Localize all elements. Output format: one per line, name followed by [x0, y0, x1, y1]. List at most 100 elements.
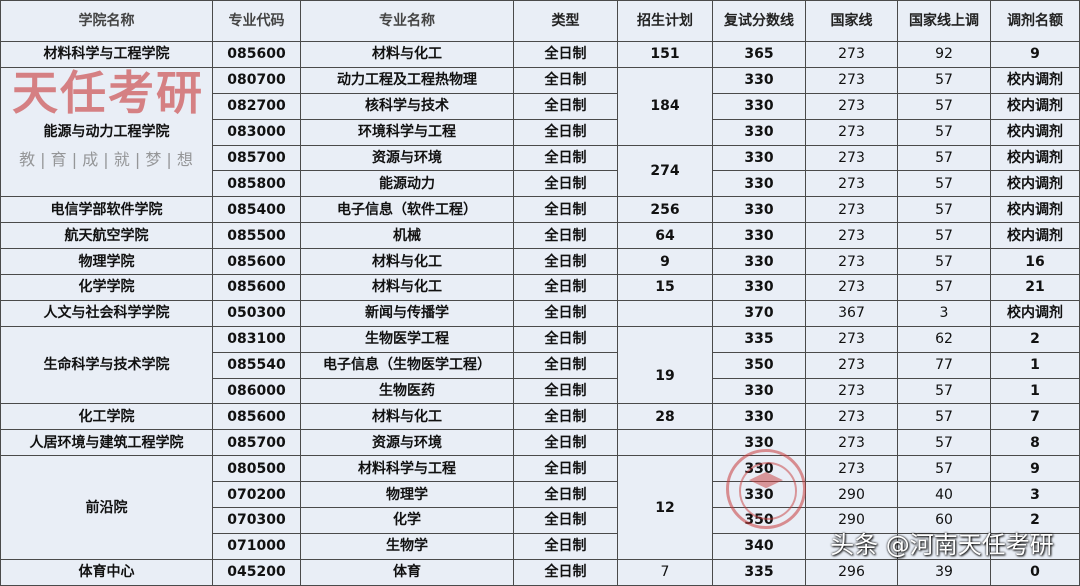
cell-score: 350 [712, 351, 806, 379]
cell-major: 材料与化工 [300, 403, 514, 431]
cell-raise: 57 [897, 170, 991, 198]
cell-code: 085800 [212, 170, 301, 198]
cell-national: 273 [805, 325, 898, 353]
table-row: 083000 环境科学与工程 全日制 330 273 57 校内调剂 [1, 118, 1080, 146]
cell-score: 370 [712, 299, 806, 327]
header-type: 类型 [513, 0, 618, 42]
cell-score: 330 [712, 118, 806, 146]
cell-plan: 9 [617, 248, 713, 276]
table-row: 082700 核科学与技术 全日制 330 273 57 校内调剂 [1, 92, 1080, 120]
cell-type: 全日制 [513, 66, 618, 94]
cell-code: 085600 [212, 403, 301, 431]
cell-code: 085700 [212, 429, 301, 457]
table-row: 人居环境与建筑工程学院 085700 资源与环境 全日制 330 273 57 8 [0, 429, 1080, 457]
cell-college: 材料科学与工程学院 [0, 41, 213, 68]
cell-raise: 40 [897, 481, 991, 509]
cell-transfer: 校内调剂 [990, 144, 1080, 172]
cell-raise: 57 [897, 403, 991, 431]
table-row: 化工学院 085600 材料与化工 全日制 28 330 273 57 7 [0, 403, 1080, 431]
cell-college: 人居环境与建筑工程学院 [0, 429, 213, 457]
cell-college: 前沿院 [0, 455, 213, 560]
cell-type: 全日制 [513, 481, 618, 509]
cell-raise: 57 [897, 118, 991, 146]
cell-code: 085540 [212, 351, 301, 379]
cell-major: 动力工程及工程热物理 [300, 66, 514, 94]
cell-national: 273 [805, 196, 898, 224]
cell-national: 290 [805, 481, 898, 509]
cell-type: 全日制 [513, 196, 618, 224]
header-transfer: 调剂名额 [990, 0, 1080, 42]
table-row: 085700 资源与环境 全日制 274 330 273 57 校内调剂 [1, 144, 1080, 198]
cell-raise: 57 [897, 377, 991, 405]
cell-major: 环境科学与工程 [300, 118, 514, 146]
cell-national: 273 [805, 92, 898, 120]
cell-plan [617, 429, 713, 457]
cell-type: 全日制 [513, 403, 618, 431]
cell-raise: 57 [897, 66, 991, 94]
cell-national: 273 [805, 170, 898, 198]
table-row: 085540 电子信息（生物医学工程） 全日制 350 273 77 1 [1, 351, 1080, 379]
header-national: 国家线 [805, 0, 898, 42]
cell-type: 全日制 [513, 429, 618, 457]
cell-raise: 57 [897, 92, 991, 120]
cell-code: 083100 [212, 325, 301, 353]
cell-transfer: 2 [990, 325, 1080, 353]
cell-type: 全日制 [513, 532, 618, 560]
cell-type: 全日制 [513, 222, 618, 250]
cell-raise: 57 [897, 196, 991, 224]
cell-type: 全日制 [513, 274, 618, 301]
cell-type: 全日制 [513, 299, 618, 327]
cell-major: 资源与环境 [300, 429, 514, 457]
cell-transfer: 9 [990, 41, 1080, 68]
cell-transfer [990, 532, 1080, 560]
cell-major: 电子信息（软件工程） [300, 196, 514, 224]
cell-score: 350 [712, 507, 806, 534]
cell-transfer: 9 [990, 455, 1080, 483]
cell-code: 085500 [212, 222, 301, 250]
cell-major: 核科学与技术 [300, 92, 514, 120]
cell-transfer: 16 [990, 248, 1080, 276]
cell-plan: 15 [617, 274, 713, 301]
cell-major: 电子信息（生物医学工程） [300, 351, 514, 379]
cell-transfer: 校内调剂 [990, 170, 1080, 198]
cell-code: 070300 [212, 507, 301, 534]
cell-transfer: 校内调剂 [990, 92, 1080, 120]
cell-national: 273 [805, 274, 898, 301]
cell-type: 全日制 [513, 325, 618, 353]
cell-score: 330 [712, 377, 806, 405]
cell-code: 086000 [212, 377, 301, 405]
cell-national: 273 [805, 429, 898, 457]
table-row: 085800 能源动力 全日制 330 273 57 校内调剂 [1, 170, 1080, 198]
header-college: 学院名称 [0, 0, 213, 42]
cell-code: 080700 [212, 66, 301, 94]
cell-type: 全日制 [513, 144, 618, 172]
table-row: 人文与社会科学学院 050300 新闻与传播学 全日制 370 367 3 校内调剂 [0, 299, 1080, 327]
cell-score: 340 [712, 532, 806, 560]
cell-college: 能源与动力工程学院 [0, 66, 213, 198]
cell-score: 365 [712, 41, 806, 68]
cell-code: 050300 [212, 299, 301, 327]
cell-code: 080500 [212, 455, 301, 483]
cell-score: 330 [712, 66, 806, 94]
table-row: 电信学部软件学院 085400 电子信息（软件工程） 全日制 256 330 273 57 校内… [0, 196, 1080, 224]
cell-score: 330 [712, 144, 806, 172]
cell-major: 能源动力 [300, 170, 514, 198]
cell-raise: 57 [897, 222, 991, 250]
cell-transfer: 校内调剂 [990, 299, 1080, 327]
header-plan: 招生计划 [617, 0, 713, 42]
cell-type: 全日制 [513, 351, 618, 379]
cell-major: 生物学 [300, 532, 514, 560]
cell-plan: 184 [617, 66, 713, 146]
cell-plan: 151 [617, 41, 713, 68]
cell-raise: 57 [897, 429, 991, 457]
table-row: 航天航空学院 085500 机械 全日制 64 330 273 57 校内调剂 [0, 222, 1080, 250]
cell-college: 人文与社会科学学院 [0, 299, 213, 327]
cell-national [805, 532, 898, 560]
cell-code: 071000 [212, 532, 301, 560]
cell-national: 273 [805, 41, 898, 68]
table-header-row: 学院名称 专业代码 专业名称 类型 招生计划 复试分数线 国家线 国家线上调 调剂名额 [0, 0, 1080, 42]
table-row: 070200 物理学 全日制 330 290 40 3 [1, 481, 1080, 509]
cell-score: 335 [712, 558, 806, 586]
cell-code: 085600 [212, 41, 301, 68]
